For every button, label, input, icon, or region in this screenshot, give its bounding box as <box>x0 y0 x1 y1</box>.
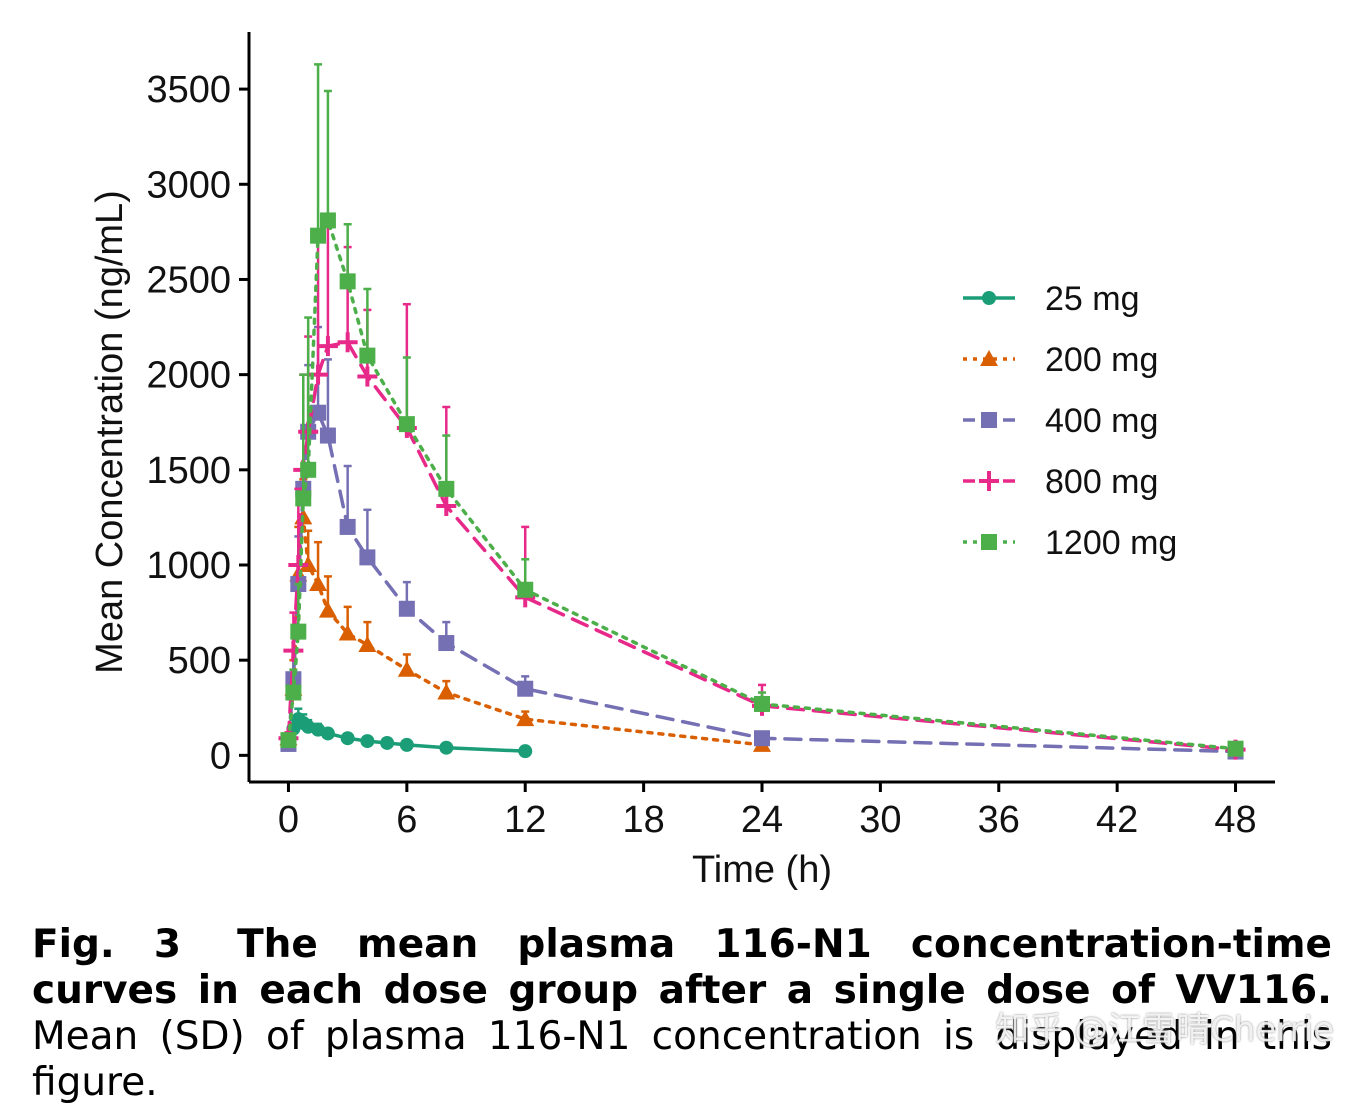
data-point <box>518 744 533 759</box>
figure-number: Fig. 3 <box>32 922 182 967</box>
legend-label: 1200 mg <box>1045 524 1177 562</box>
y-tick-label: 2000 <box>146 355 231 397</box>
data-point <box>358 635 377 652</box>
data-point <box>339 273 356 290</box>
x-tick-label: 6 <box>396 799 417 841</box>
data-point <box>295 490 312 507</box>
series-1200-mg <box>280 63 1244 757</box>
y-tick-label: 2500 <box>146 259 231 301</box>
data-point <box>360 734 375 749</box>
legend-label: 400 mg <box>1045 402 1158 440</box>
data-point <box>517 581 534 598</box>
data-point <box>399 737 414 752</box>
data-point <box>310 227 327 244</box>
x-tick-label: 30 <box>859 799 901 841</box>
y-tick-label: 500 <box>168 640 231 682</box>
data-point <box>517 680 534 697</box>
data-point <box>438 480 455 497</box>
y-tick-label: 3000 <box>146 164 231 206</box>
watermark: 知乎 @江雪晴Cherrie <box>995 1010 1334 1050</box>
data-point <box>438 635 455 652</box>
data-point <box>439 740 454 755</box>
chart: 0 500 1000 1500 2000 2500 3000 3500 0 6 12 18 24 30 36… <box>89 32 1275 891</box>
series-line <box>286 410 1238 754</box>
data-point <box>317 336 338 357</box>
x-tick-label: 42 <box>1096 799 1138 841</box>
data-point <box>280 732 297 749</box>
data-point <box>288 554 309 575</box>
data-point <box>398 600 415 617</box>
legend-label: 200 mg <box>1045 341 1158 379</box>
x-tick-label: 24 <box>741 799 783 841</box>
data-point <box>340 731 355 746</box>
data-point <box>337 332 358 353</box>
data-point <box>300 461 317 478</box>
series-line <box>286 218 1238 751</box>
data-point <box>754 695 770 712</box>
legend-marker <box>982 291 996 305</box>
data-point <box>319 427 336 444</box>
x-tick-label: 18 <box>622 799 664 841</box>
data-point <box>319 212 336 229</box>
data-point <box>437 683 456 700</box>
data-point <box>754 730 770 747</box>
data-point <box>290 623 307 640</box>
x-tick-label: 0 <box>278 799 299 841</box>
legend-marker <box>980 350 998 366</box>
x-tick-label: 48 <box>1214 799 1256 841</box>
x-axis-title: Time (h) <box>692 849 832 891</box>
data-point <box>436 495 457 516</box>
data-point <box>310 404 327 421</box>
x-tick-label: 36 <box>978 799 1020 841</box>
data-point <box>318 601 337 618</box>
legend-marker <box>979 471 999 491</box>
data-point <box>309 575 328 592</box>
data-point <box>339 518 356 535</box>
legend-item-200-mg: 200 mg <box>963 341 1158 379</box>
y-axis-title: Mean Concentration (ng/mL) <box>89 190 131 674</box>
legend-marker <box>981 412 997 428</box>
legend-item-1200-mg: 1200 mg <box>963 524 1177 562</box>
legend-marker <box>981 534 997 550</box>
x-tick-label: 12 <box>504 799 546 841</box>
data-point <box>398 416 415 433</box>
legend-item-25-mg: 25 mg <box>963 280 1140 318</box>
data-point <box>357 366 378 387</box>
data-point <box>320 726 335 741</box>
y-tick-label: 1000 <box>146 545 231 587</box>
figure-caption: Fig. 3 The mean plasma 116-N1 concentrat… <box>32 922 1332 1106</box>
caption-title: The mean plasma 116-N1 concentration-tim… <box>32 922 1332 1013</box>
data-point <box>285 684 302 701</box>
y-tick-label: 0 <box>210 735 231 777</box>
legend-label: 25 mg <box>1045 280 1140 318</box>
data-point <box>516 710 535 727</box>
y-tick-label: 3500 <box>146 69 231 111</box>
y-tick-label: 1500 <box>146 450 231 492</box>
legend-label: 800 mg <box>1045 463 1158 501</box>
data-point <box>1227 740 1244 757</box>
data-point <box>283 640 304 661</box>
data-point <box>359 549 376 566</box>
legend-item-800-mg: 800 mg <box>963 463 1158 501</box>
data-point <box>359 347 376 364</box>
series-25-mg <box>281 707 533 759</box>
data-point <box>397 660 416 677</box>
data-point <box>380 735 395 750</box>
legend-item-400-mg: 400 mg <box>963 402 1158 440</box>
data-point <box>338 624 357 641</box>
